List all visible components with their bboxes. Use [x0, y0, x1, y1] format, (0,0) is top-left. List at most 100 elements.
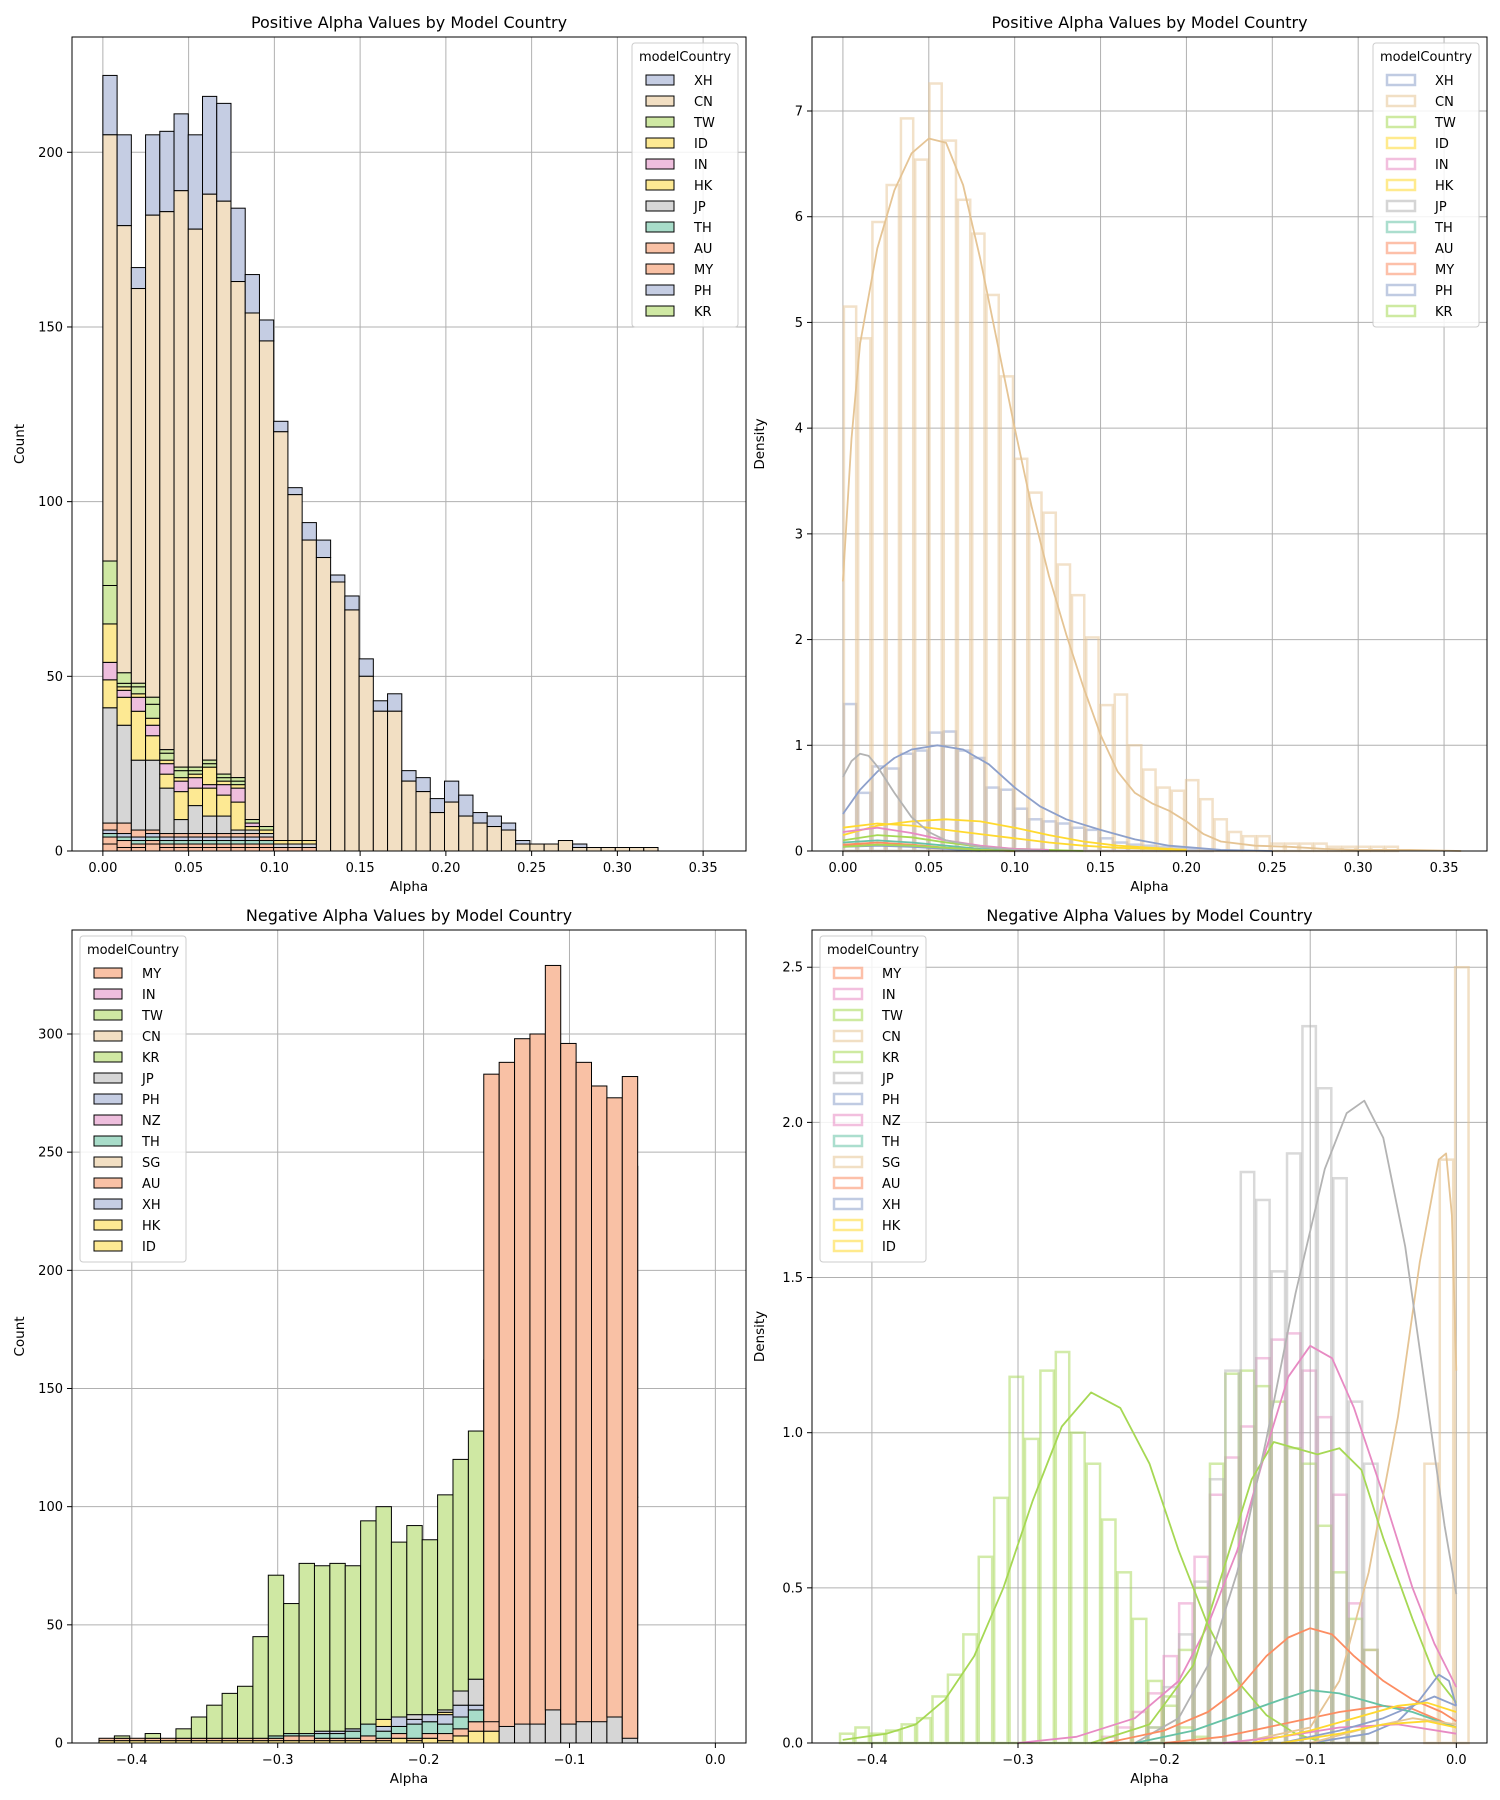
- kde-line: [1310, 1673, 1458, 1744]
- bar-segment: [130, 840, 147, 845]
- bar-segment: [415, 791, 431, 852]
- legend-label: NZ: [882, 1114, 901, 1129]
- bar-segment: [301, 522, 317, 541]
- y-tick-label: 100: [38, 495, 63, 510]
- x-tick-label: −0.2: [1148, 1753, 1180, 1768]
- bar-segment: [406, 1718, 423, 1725]
- legend-swatch: [93, 1114, 123, 1126]
- legend-swatch: [832, 1113, 864, 1127]
- legend-swatch: [645, 95, 675, 107]
- bar-segment: [145, 829, 161, 835]
- bar-segment: [216, 102, 232, 202]
- bar-segment: [130, 829, 147, 838]
- bar-segment: [173, 777, 189, 782]
- bar-segment: [187, 840, 204, 845]
- legend-swatch: [1385, 157, 1417, 171]
- bar-segment: [102, 560, 118, 586]
- bar-segment: [173, 791, 189, 821]
- bar-segment: [187, 843, 204, 849]
- legend-swatch: [93, 1240, 123, 1252]
- bar-segment: [102, 584, 118, 625]
- legend-label: TH: [693, 221, 712, 236]
- legend-swatch: [645, 284, 675, 296]
- bar-segment: [230, 780, 246, 786]
- bar-segment: [187, 766, 204, 772]
- bar-segment: [202, 787, 218, 817]
- bar-segment: [102, 833, 118, 838]
- bar-segment: [273, 420, 289, 433]
- y-tick-label: 1: [795, 739, 803, 754]
- bar-segment: [113, 1735, 131, 1739]
- bar-segment: [159, 840, 175, 845]
- legend-swatch: [93, 988, 123, 1000]
- bar-segment: [202, 833, 218, 838]
- bar-segment: [230, 787, 246, 803]
- legend-label: PH: [882, 1093, 900, 1108]
- bar-segment: [301, 840, 317, 845]
- plot-frame: [811, 36, 1488, 852]
- bar-segment: [202, 95, 218, 195]
- bar-segment: [230, 843, 246, 849]
- bar-segment: [160, 1737, 177, 1742]
- bar-segment: [244, 843, 260, 849]
- legend-swatch: [1385, 304, 1417, 318]
- x-axis-label: Alpha: [390, 1771, 428, 1787]
- chart-title: Negative Alpha Values by Model Country: [246, 906, 572, 925]
- bar-segment: [406, 1723, 423, 1739]
- legend-title: modelCountry: [87, 943, 179, 958]
- bar-segment: [159, 211, 175, 751]
- bar-segment: [500, 822, 517, 831]
- legend-label: AU: [1435, 242, 1453, 257]
- bar-segment: [202, 759, 218, 765]
- bar-segment: [252, 1636, 269, 1739]
- legend-label: KR: [142, 1051, 160, 1066]
- bar-segment: [486, 826, 502, 852]
- legend-label: IN: [142, 988, 156, 1003]
- bar-segment: [216, 777, 232, 782]
- bar-segment: [415, 777, 431, 793]
- y-tick-label: 1.5: [782, 1271, 803, 1286]
- bar-segment: [467, 1430, 485, 1680]
- y-tick-label: 150: [38, 320, 63, 335]
- bar-segment: [216, 780, 232, 786]
- bar-segment: [230, 847, 246, 852]
- bar-segment: [202, 193, 218, 761]
- bar-segment: [159, 847, 175, 852]
- bar-segment: [298, 1735, 315, 1742]
- bar-segment: [315, 557, 332, 852]
- bar-segment: [116, 847, 132, 852]
- y-axis-label: Density: [752, 1311, 768, 1362]
- legend-swatch: [832, 1029, 864, 1043]
- legend-swatch: [1385, 73, 1417, 87]
- bar-segment: [444, 801, 460, 852]
- bar-segment: [437, 1733, 454, 1742]
- bar-segment: [452, 1735, 469, 1744]
- x-tick-label: 0.10: [260, 861, 289, 876]
- bar-segment: [301, 539, 317, 842]
- bar-segment: [406, 1525, 423, 1716]
- kde-line: [1237, 1152, 1458, 1744]
- bar-segment: [401, 770, 417, 782]
- legend-label: HK: [142, 1219, 161, 1234]
- bar-segment: [575, 1061, 593, 1723]
- bar-segment: [244, 312, 260, 821]
- bar-segment: [467, 1721, 485, 1732]
- bar-segment: [244, 826, 260, 831]
- bar-segment: [452, 1728, 469, 1737]
- bar-segment: [102, 836, 118, 845]
- bar-segment: [244, 833, 260, 838]
- legend-label: IN: [694, 158, 708, 173]
- bar-segment: [216, 843, 232, 849]
- legend-label: TW: [881, 1009, 903, 1024]
- bar-segment: [572, 847, 588, 852]
- bar-segment: [116, 724, 132, 824]
- bar-segment: [187, 777, 204, 789]
- bar-segment: [273, 843, 289, 849]
- chart-positive-density: 0.00 0.05 0.10 0.15 0.20 0.25 0.30 0.35 0 1 2 3 4 5 6 7…: [752, 13, 1488, 895]
- legend-swatch: [1385, 178, 1417, 192]
- bar-segment: [145, 840, 161, 845]
- bar-segment: [216, 794, 232, 817]
- y-tick-label: 0.0: [782, 1737, 803, 1752]
- legend-title: modelCountry: [827, 943, 919, 958]
- y-axis-label: Count: [12, 1316, 28, 1356]
